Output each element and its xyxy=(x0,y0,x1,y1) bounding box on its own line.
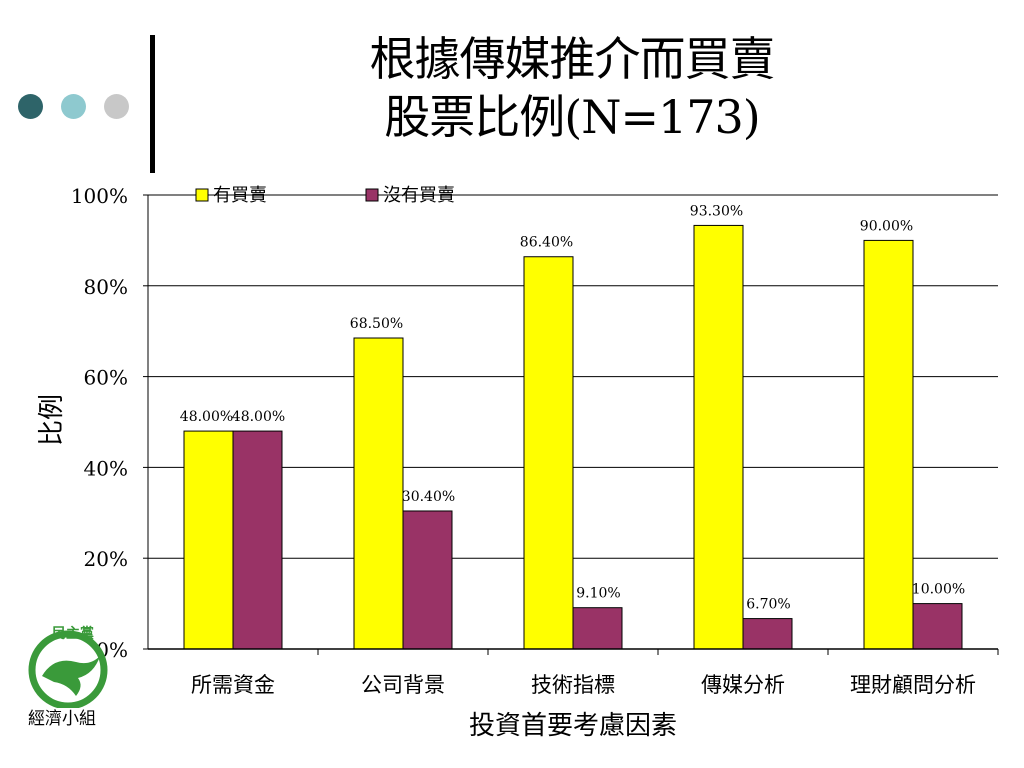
bar xyxy=(572,607,623,650)
axes xyxy=(143,194,999,655)
dove-icon xyxy=(42,656,100,696)
y-axis-label: 比例 xyxy=(37,394,67,446)
bar xyxy=(693,224,744,650)
legend-swatch xyxy=(195,188,209,202)
bar xyxy=(402,510,453,650)
legend-label: 沒有買賣 xyxy=(383,185,455,206)
title-divider xyxy=(150,35,155,173)
data-label: 90.00% xyxy=(860,218,913,234)
group-label: 經濟小組 xyxy=(28,709,96,729)
logo-text: 民主黨 xyxy=(52,625,94,642)
title-line-2: 股票比例(N=173) xyxy=(384,90,761,144)
y-tick-label: 60% xyxy=(84,366,128,390)
title-line-1: 根據傳媒推介而買賣 xyxy=(369,32,776,86)
data-label: 48.00% xyxy=(232,409,285,425)
data-label: 48.00% xyxy=(180,409,233,425)
party-logo: 民主黨 xyxy=(28,625,108,708)
x-tick-label: 理財顧問分析 xyxy=(850,673,976,697)
dot-dark xyxy=(18,94,43,119)
logo-ring xyxy=(28,630,108,708)
data-labels: 48.00%48.00% 68.50% 30.40% 86.40% 9.10% 93.30… xyxy=(180,203,965,612)
data-label: 93.30% xyxy=(690,203,743,219)
x-tick-label: 傳媒分析 xyxy=(701,673,785,697)
bar xyxy=(912,603,963,650)
slide-title: 根據傳媒推介而買賣 股票比例(N=173) xyxy=(170,30,974,146)
tick-labels: 0%20%40%60%80%100%所需資金 公司背景 技術指標 傳媒分析 理財顧問分析 xyxy=(71,184,976,697)
bar xyxy=(353,337,404,650)
legend: 有買賣 沒有買賣 xyxy=(195,185,455,206)
y-tick-label: 20% xyxy=(84,547,128,571)
data-label: 6.70% xyxy=(746,597,790,613)
x-tick-label: 技術指標 xyxy=(531,673,615,697)
legend-label: 有買賣 xyxy=(213,185,267,206)
legend-swatch xyxy=(365,188,379,202)
bars xyxy=(183,224,963,650)
data-label: 9.10% xyxy=(576,586,620,602)
x-tick-label: 所需資金 xyxy=(191,673,275,697)
bar xyxy=(863,239,914,650)
dot-grey xyxy=(104,94,129,119)
dot-light xyxy=(61,94,86,119)
data-label: 30.40% xyxy=(402,489,455,505)
data-label: 86.40% xyxy=(520,235,573,251)
x-tick-label: 公司背景 xyxy=(361,673,445,697)
x-axis-label: 投資首要考慮因素 xyxy=(469,711,677,741)
y-tick-label: 40% xyxy=(84,456,128,480)
data-label: 10.00% xyxy=(912,582,965,598)
bar xyxy=(523,256,574,650)
y-tick-label: 80% xyxy=(84,275,128,299)
bar xyxy=(183,430,234,650)
y-tick-label: 100% xyxy=(71,184,128,208)
data-label: 68.50% xyxy=(350,316,403,332)
bar xyxy=(742,618,793,650)
bar xyxy=(232,430,283,650)
